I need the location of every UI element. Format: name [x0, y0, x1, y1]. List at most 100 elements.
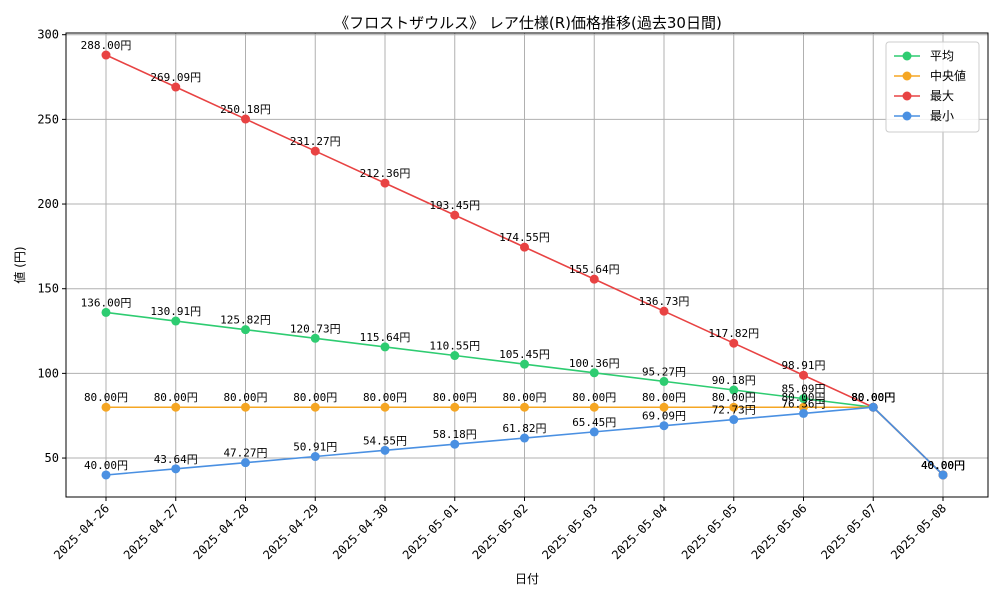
data-label: 80.00円 [84, 391, 128, 404]
data-point [729, 338, 739, 348]
data-label: 193.45円 [429, 199, 480, 212]
data-labels: 136.00円 130.91円 125.82円 120.73円 115.64円 110.5… [81, 39, 965, 472]
data-label: 76.36円 [781, 397, 825, 410]
x-axis-label: 日付 [515, 572, 539, 586]
data-label: 136.73円 [639, 295, 690, 308]
data-point [241, 402, 250, 412]
legend-frame [885, 41, 980, 133]
data-point [310, 333, 320, 343]
data-label: 80.00円 [502, 391, 546, 404]
data-point [310, 146, 320, 156]
data-point [380, 445, 390, 455]
data-label: 174.55円 [499, 231, 550, 244]
data-label: 105.45円 [499, 348, 550, 361]
data-point [520, 359, 529, 369]
data-label: 80.00円 [293, 391, 337, 404]
data-label: 40.00円 [921, 459, 965, 472]
data-point [938, 470, 948, 480]
x-tick-label: 2025-05-05 [679, 501, 740, 562]
y-tick-label: 250 [37, 112, 59, 126]
data-label: 80.00円 [851, 391, 895, 404]
data-point [868, 402, 878, 412]
data-label: 80.00円 [781, 391, 825, 404]
data-label: 50.91円 [293, 441, 337, 454]
data-label: 43.64円 [154, 453, 198, 466]
data-point [171, 464, 181, 474]
data-point [101, 402, 111, 412]
data-label: 72.73円 [712, 404, 756, 417]
data-label: 80.00円 [572, 391, 616, 404]
legend-label: 最大 [930, 89, 954, 103]
data-label: 212.36円 [360, 167, 411, 180]
x-tick-label: 2025-04-28 [191, 501, 252, 562]
data-point [520, 242, 529, 252]
x-tick-label: 2025-04-29 [260, 501, 321, 562]
data-point [589, 402, 599, 412]
data-point [589, 427, 599, 437]
data-label: 98.91円 [781, 359, 825, 372]
legend-marker [902, 91, 912, 101]
data-point [520, 433, 529, 443]
data-point [799, 402, 808, 412]
y-tick-label: 300 [37, 28, 59, 42]
data-label: 155.64円 [569, 263, 620, 276]
x-tick-label: 2025-05-06 [749, 501, 810, 562]
series-layer [101, 50, 948, 480]
data-point [380, 402, 390, 412]
data-point [310, 452, 320, 462]
data-point [659, 402, 669, 412]
x-tick-label: 2025-05-08 [888, 501, 949, 562]
data-point [659, 421, 669, 431]
legend-marker [902, 51, 912, 61]
data-label: 120.73円 [290, 322, 341, 335]
data-point [310, 402, 320, 412]
data-label: 47.27円 [223, 447, 267, 460]
data-label: 136.00円 [81, 296, 132, 309]
data-label: 80.00円 [433, 391, 477, 404]
data-point [729, 415, 739, 425]
x-tick-label: 2025-04-27 [121, 501, 182, 562]
data-point [520, 402, 529, 412]
data-point [729, 385, 739, 395]
y-axis-label: 値 (円) [12, 246, 27, 283]
data-point [171, 402, 181, 412]
data-point [450, 402, 460, 412]
legend-label: 最小 [930, 109, 954, 123]
legend-label: 中央値 [930, 68, 966, 83]
y-tick-label: 200 [37, 197, 59, 211]
data-label: 80.00円 [712, 391, 756, 404]
grid [66, 33, 988, 497]
data-label: 61.82円 [502, 422, 546, 435]
data-label: 269.09円 [150, 71, 201, 84]
data-label: 69.09円 [642, 410, 686, 423]
data-point [241, 325, 250, 335]
data-label: 80.00円 [363, 391, 407, 404]
data-label: 80.00円 [223, 391, 267, 404]
data-point [799, 370, 808, 380]
data-point [101, 307, 111, 317]
data-point [589, 368, 599, 378]
legend-label: 平均 [930, 49, 954, 63]
data-label: 250.18円 [220, 103, 271, 116]
data-label: 115.64円 [360, 331, 411, 344]
data-point [799, 408, 808, 418]
y-axis-ticks: 50 100 150 200 250 300 [37, 28, 66, 465]
data-point [101, 470, 111, 480]
y-tick-label: 150 [37, 282, 59, 296]
y-tick-label: 50 [45, 451, 59, 465]
data-label: 80.00円 [642, 391, 686, 404]
data-label: 80.00円 [851, 391, 895, 404]
data-point [171, 82, 181, 92]
data-point [101, 50, 111, 60]
data-label: 80.00円 [851, 391, 895, 404]
data-label: 117.82円 [708, 327, 759, 340]
data-point [450, 439, 460, 449]
x-axis-ticks: 2025-04-26 2025-04-27 2025-04-28 2025-04-29… [51, 497, 949, 562]
data-point [450, 210, 460, 220]
data-label: 40.00円 [921, 459, 965, 472]
data-point [380, 342, 390, 352]
data-point [241, 114, 250, 124]
data-point [171, 316, 181, 326]
data-point [241, 458, 250, 468]
